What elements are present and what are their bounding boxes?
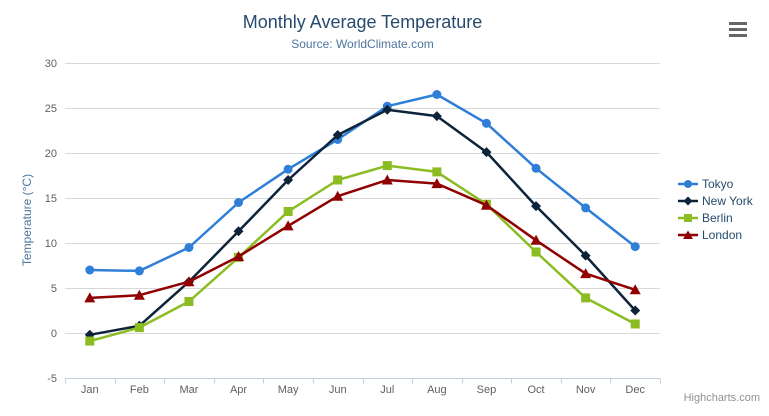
data-point-tokyo-apr[interactable]	[234, 198, 244, 207]
legend-item-berlin[interactable]: Berlin	[678, 209, 753, 226]
y-axis-tick-label: -5	[47, 373, 57, 385]
data-point-berlin-may[interactable]	[283, 207, 293, 216]
data-point-tokyo-jan[interactable]	[85, 265, 95, 275]
data-point-berlin-jun[interactable]	[333, 175, 343, 185]
data-point-berlin-mar[interactable]	[184, 297, 194, 306]
circle-marker-icon	[678, 179, 698, 188]
data-point-tokyo-mar[interactable]	[184, 243, 194, 252]
data-point-london-mar[interactable]	[183, 276, 195, 287]
data-point-london-apr[interactable]	[233, 251, 245, 261]
highcharts-credit-link[interactable]: Highcharts.com	[683, 392, 760, 404]
x-axis-tick-label: Feb	[130, 384, 149, 396]
data-point-tokyo-may[interactable]	[283, 164, 293, 174]
chart-subtitle: Source: WorldClimate.com	[291, 37, 434, 51]
data-point-berlin-jul[interactable]	[382, 161, 392, 171]
y-axis-tick-label: 10	[45, 238, 57, 250]
data-point-london-dec[interactable]	[629, 284, 641, 295]
series-line[interactable]	[88, 178, 637, 300]
series-new-york[interactable]	[84, 104, 641, 340]
data-point-tokyo-aug[interactable]	[432, 90, 442, 99]
series-london[interactable]	[84, 174, 641, 303]
triangle-marker-icon	[678, 230, 698, 239]
menu-bar	[729, 33, 747, 37]
chart-title: Monthly Average Temperature	[242, 12, 483, 32]
data-point-berlin-jan[interactable]	[85, 336, 95, 346]
data-point-new-york-aug[interactable]	[431, 111, 442, 122]
data-point-london-aug[interactable]	[431, 178, 443, 189]
legend-label: Tokyo	[702, 176, 734, 191]
data-point-london-jan[interactable]	[84, 292, 96, 303]
y-axis-tick-label: 30	[45, 58, 57, 70]
x-axis-tick-label: Jun	[329, 384, 347, 396]
data-point-new-york-jul[interactable]	[382, 104, 393, 115]
legend-item-new-york[interactable]: New York	[678, 192, 753, 209]
data-point-london-jun[interactable]	[332, 190, 344, 201]
x-axis-tick-label: Nov	[576, 384, 596, 396]
y-axis-tick-label: 5	[51, 283, 57, 295]
data-point-tokyo-oct[interactable]	[531, 163, 541, 173]
menu-bar	[729, 21, 747, 25]
x-axis-tick-label: Aug	[427, 384, 447, 396]
y-axis-tick-label: 25	[45, 103, 57, 115]
legend-label: New York	[702, 193, 753, 208]
chart-legend: Tokyo New York Berlin London	[678, 175, 753, 243]
data-point-berlin-aug[interactable]	[432, 167, 442, 177]
data-point-london-nov[interactable]	[580, 268, 592, 279]
y-axis-tick-label: 0	[51, 328, 57, 340]
data-point-new-york-oct[interactable]	[531, 201, 542, 212]
x-axis-tick-label: Oct	[527, 384, 544, 396]
diamond-marker-icon	[678, 196, 698, 205]
series-line[interactable]	[88, 164, 637, 343]
x-axis-tick-label: Mar	[179, 384, 198, 396]
data-point-berlin-oct[interactable]	[531, 247, 541, 257]
data-point-berlin-dec[interactable]	[630, 319, 640, 329]
x-axis-tick-label: Apr	[230, 384, 247, 396]
legend-item-tokyo[interactable]: Tokyo	[678, 175, 753, 192]
series-line[interactable]	[88, 108, 637, 337]
data-point-new-york-may[interactable]	[283, 175, 294, 185]
data-point-berlin-nov[interactable]	[581, 293, 591, 303]
x-axis-tick-label: Sep	[477, 384, 497, 396]
legend-label: London	[702, 227, 743, 242]
data-point-london-may[interactable]	[282, 220, 294, 231]
series-tokyo[interactable]	[85, 90, 640, 276]
data-point-london-sep[interactable]	[480, 199, 492, 210]
menu-bar	[729, 27, 747, 31]
data-point-new-york-jun[interactable]	[332, 130, 343, 140]
data-point-london-feb[interactable]	[133, 289, 145, 300]
data-point-london-oct[interactable]	[530, 234, 542, 245]
x-axis-tick-label: Dec	[625, 384, 645, 396]
data-point-new-york-apr[interactable]	[233, 226, 244, 237]
hamburger-menu-icon[interactable]	[727, 19, 749, 39]
data-point-berlin-feb[interactable]	[134, 323, 144, 333]
data-point-tokyo-feb[interactable]	[134, 266, 144, 276]
legend-item-london[interactable]: London	[678, 226, 753, 243]
legend-label: Berlin	[702, 210, 733, 225]
data-point-new-york-dec[interactable]	[630, 305, 641, 316]
y-axis-tick-label: 20	[45, 148, 57, 160]
data-point-new-york-sep[interactable]	[481, 147, 492, 158]
data-point-tokyo-dec[interactable]	[630, 242, 640, 252]
y-axis-tick-label: 15	[45, 193, 57, 205]
x-axis-tick-label: May	[278, 384, 299, 396]
x-axis-tick-label: Jul	[380, 384, 394, 396]
data-point-tokyo-nov[interactable]	[581, 203, 591, 213]
x-axis-tick-label: Jan	[81, 384, 99, 396]
data-point-london-jul[interactable]	[381, 174, 393, 185]
data-point-tokyo-sep[interactable]	[481, 118, 491, 128]
square-marker-icon	[678, 213, 698, 222]
data-point-new-york-nov[interactable]	[580, 250, 591, 261]
series-line[interactable]	[88, 93, 637, 273]
